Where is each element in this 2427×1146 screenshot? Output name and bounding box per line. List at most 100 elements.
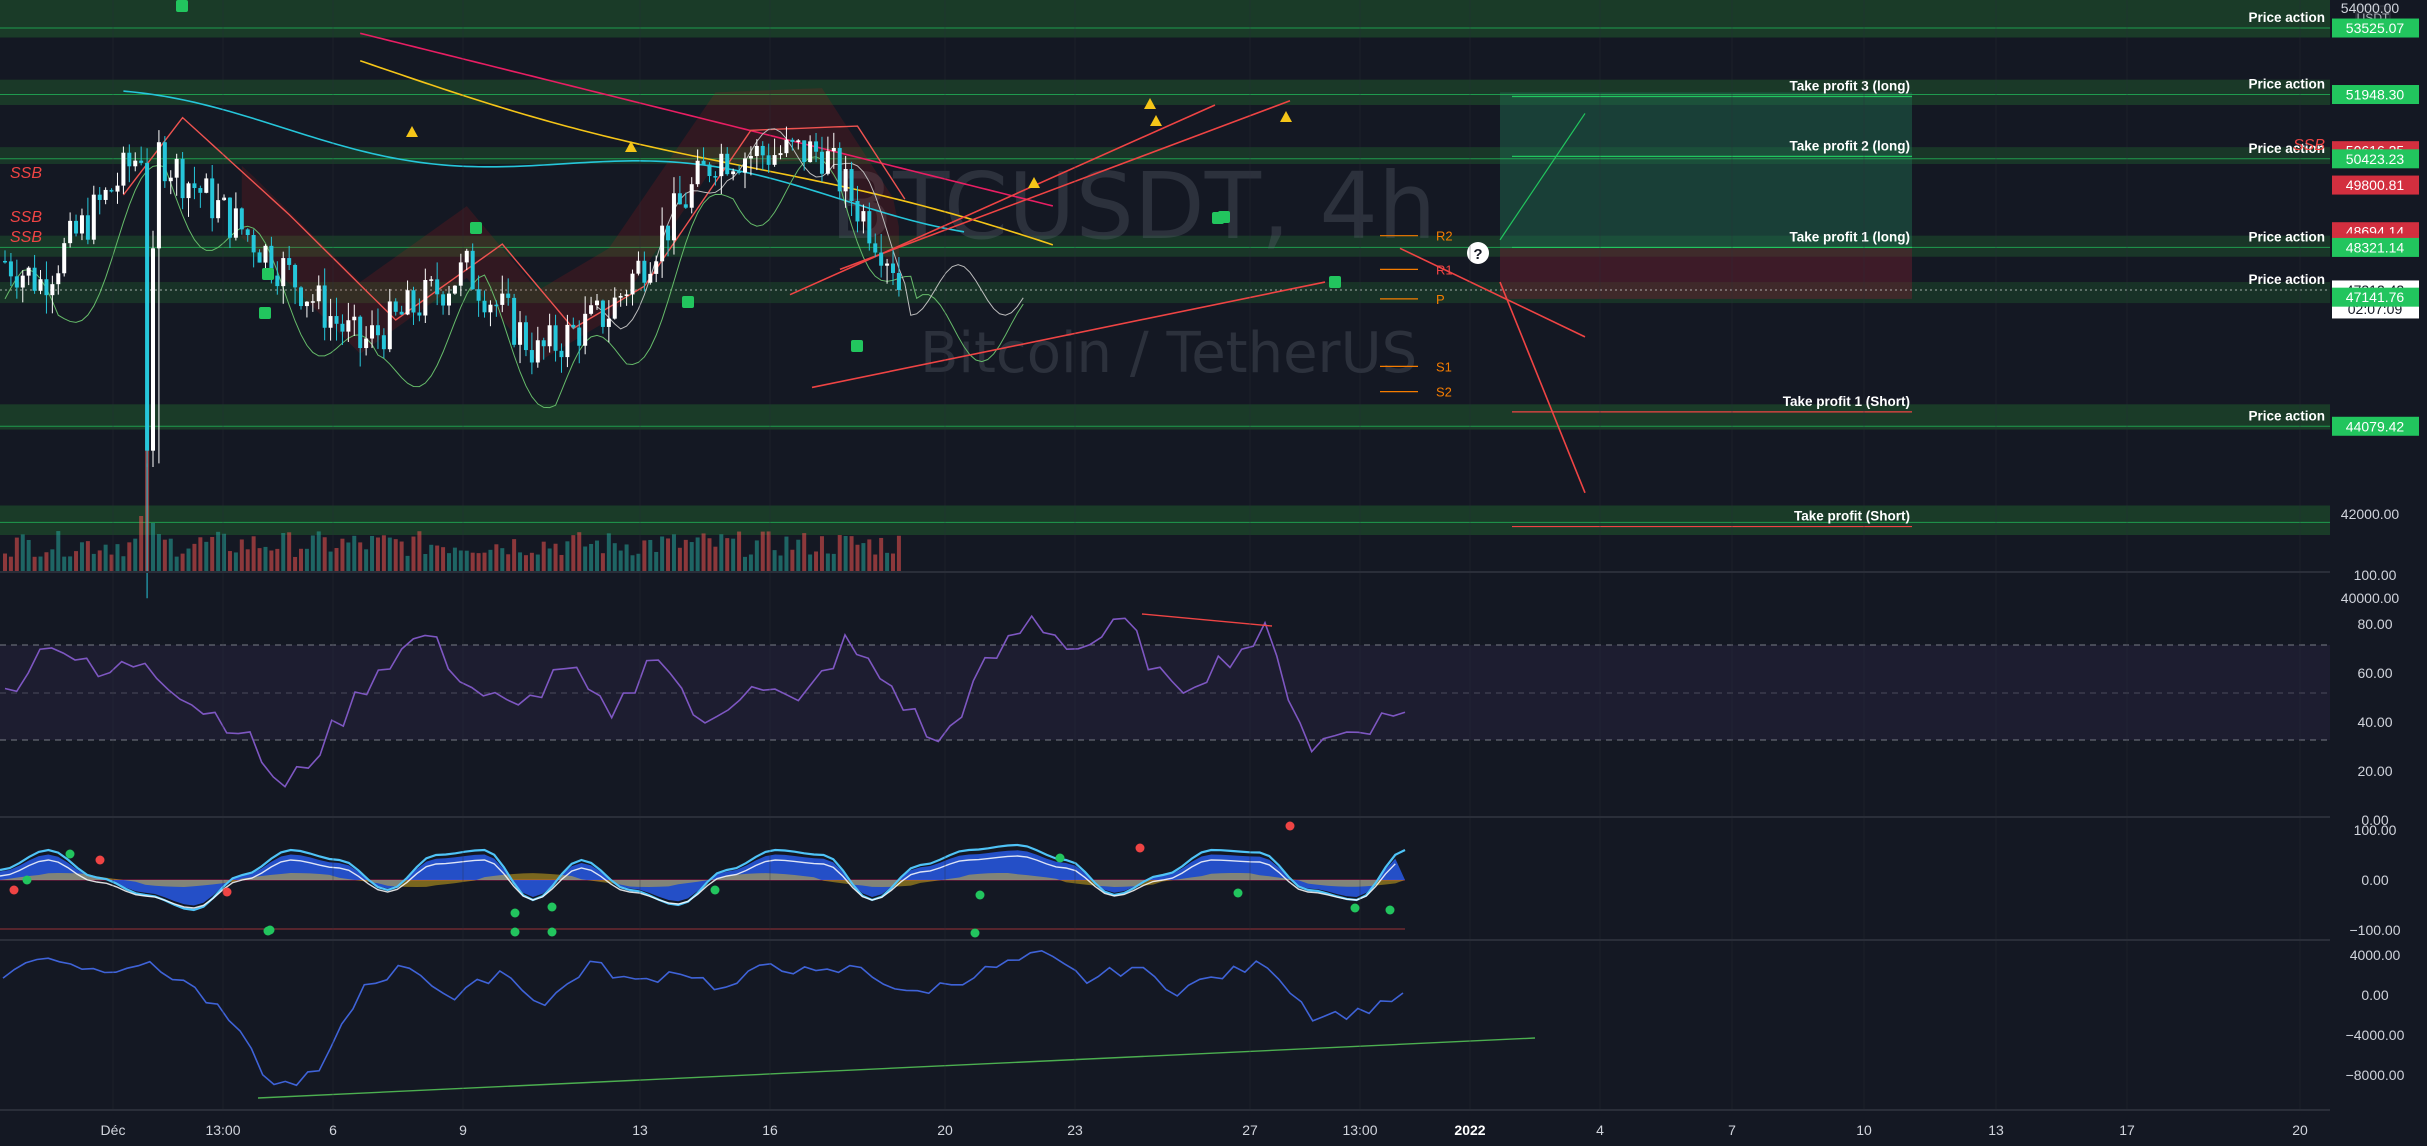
volume-bar xyxy=(127,542,132,571)
candle-body xyxy=(837,148,842,192)
volume-bar xyxy=(435,545,440,571)
candle-body xyxy=(529,350,534,363)
volume-bar xyxy=(547,548,552,571)
time-axis[interactable]: Déc 13:00 6 9 13 16 20 23 27 13:00 2022 4 7 10 13 17 20 xyxy=(101,0,2308,1138)
volume-bar xyxy=(293,556,298,571)
ssb-label: SSB xyxy=(2293,137,2325,154)
time-tick-label: 27 xyxy=(1242,1122,1258,1138)
volume-bar xyxy=(766,531,771,571)
time-tick-label: 20 xyxy=(937,1122,953,1138)
price-tag-label: 51948.30 xyxy=(2346,87,2405,103)
volume-bar xyxy=(689,542,694,571)
candle-body xyxy=(885,263,890,266)
obv-tick-label: −8000.00 xyxy=(2346,1067,2405,1083)
candle-body xyxy=(565,324,570,358)
volume-bar xyxy=(506,554,511,571)
volume-bar xyxy=(737,531,742,571)
volume-bar xyxy=(754,540,759,571)
candle-body xyxy=(3,260,7,263)
volume-bar xyxy=(873,554,878,571)
candle-body xyxy=(447,293,451,306)
buy-signal-icon xyxy=(1329,276,1341,288)
volume-bar xyxy=(553,543,558,571)
warning-icon xyxy=(1150,115,1162,126)
target-label: Take profit (Short) xyxy=(1794,509,1910,524)
candle-body xyxy=(523,322,528,351)
volume-bar xyxy=(74,551,79,571)
candle-body xyxy=(808,141,813,163)
candle-body xyxy=(796,140,801,142)
candle-body xyxy=(547,325,552,347)
volume-bar xyxy=(802,533,807,571)
wavetrend-dot xyxy=(1055,853,1065,863)
rsi-tick-label: 0.00 xyxy=(2361,812,2388,828)
trendline xyxy=(1399,247,1586,338)
volume-bar xyxy=(796,539,801,571)
buy-signal-icon xyxy=(1218,211,1230,223)
volume-bar xyxy=(523,555,528,571)
candle-body xyxy=(352,316,357,321)
pivot-label: S2 xyxy=(1436,385,1452,400)
candle-body xyxy=(441,294,446,306)
volume-bar xyxy=(855,544,860,571)
volume-bar xyxy=(38,556,43,571)
volume-bar xyxy=(198,537,203,571)
price-tag xyxy=(2332,18,2419,38)
help-icon[interactable]: ? xyxy=(1467,242,1489,264)
volume-bar xyxy=(784,536,789,571)
wavetrend-tick-label: −100.00 xyxy=(2350,922,2401,938)
candle-body xyxy=(589,305,594,314)
candle-body xyxy=(713,176,718,178)
candle-body xyxy=(671,193,676,241)
candle-body xyxy=(121,152,126,186)
volume-bar xyxy=(731,538,736,571)
trendlines xyxy=(789,100,1586,494)
price-tag xyxy=(2332,85,2419,105)
wavetrend-cross-dots xyxy=(9,821,1395,938)
volume-bar xyxy=(162,539,167,571)
ssb-label: SSB xyxy=(10,209,42,226)
volume-bar xyxy=(239,539,244,571)
candle-body xyxy=(38,279,43,291)
obv-pane[interactable] xyxy=(2,949,1536,1099)
candle-body xyxy=(269,245,274,276)
price-zone xyxy=(0,235,2330,257)
volume-bar xyxy=(364,549,369,571)
candle-body xyxy=(482,300,487,313)
price-tag xyxy=(2332,287,2419,307)
wavetrend-dot xyxy=(1385,905,1395,915)
candle-body xyxy=(304,301,309,307)
wavetrend-dot xyxy=(1135,843,1145,853)
volume-bar xyxy=(654,551,659,571)
volume-bar xyxy=(642,540,647,571)
wavetrend-pane[interactable] xyxy=(0,821,1406,938)
volume-bar xyxy=(683,539,688,571)
volume-bar xyxy=(701,533,706,571)
volume-bar xyxy=(340,538,345,571)
volume-bar xyxy=(133,538,138,571)
volume-bar xyxy=(233,552,238,571)
target-label: Take profit 1 (Short) xyxy=(1783,394,1910,409)
candle-body xyxy=(458,262,463,286)
candle-body xyxy=(790,139,795,142)
projection-line xyxy=(1499,113,1586,241)
price-pane[interactable]: BTCUSDT, 4h Bitcoin / TetherUS R2 R1 P S1 S2… xyxy=(0,0,2330,599)
rsi-pane[interactable] xyxy=(0,613,2330,788)
rsi-tick-label: 100.00 xyxy=(2354,567,2397,583)
volume-bar xyxy=(529,552,534,571)
price-tag-label: 53525.07 xyxy=(2346,20,2405,36)
price-zone xyxy=(0,505,2330,535)
candle-body xyxy=(103,189,108,200)
volume-bar xyxy=(825,553,830,571)
candle-body xyxy=(399,311,404,315)
volume-bar xyxy=(535,554,540,571)
volume-bar xyxy=(636,553,641,571)
candle-body xyxy=(174,158,179,178)
volume-bar xyxy=(68,556,73,571)
candle-body xyxy=(595,300,599,306)
warning-icon xyxy=(625,141,637,152)
time-tick-label: 10 xyxy=(1856,1122,1872,1138)
candle-body xyxy=(494,304,499,307)
